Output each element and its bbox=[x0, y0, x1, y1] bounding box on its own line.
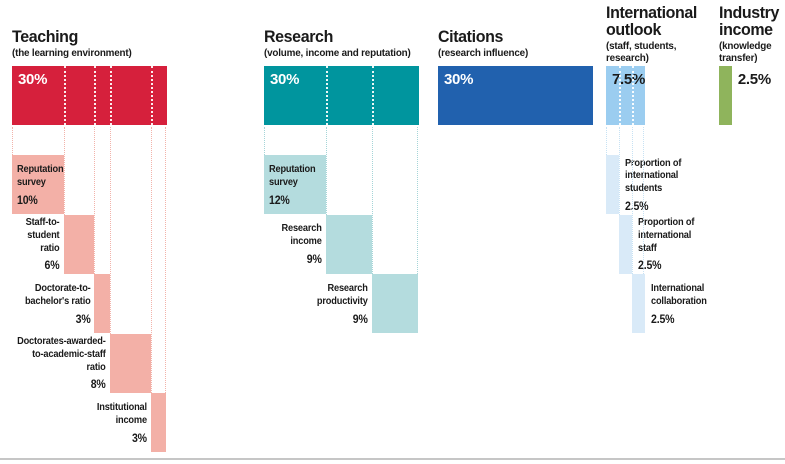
section-header-citations: Citations (research influence) bbox=[438, 28, 534, 60]
research-bar: 30% bbox=[264, 66, 419, 125]
international-outlook-sub-label: Proportion of international staff 2.5% bbox=[638, 215, 694, 275]
international-outlook-guide-line bbox=[643, 127, 645, 274]
sub-weight-label: 3% bbox=[132, 430, 148, 445]
section-title: Research bbox=[264, 27, 333, 46]
teaching-sub-label: Institutional income 3% bbox=[97, 393, 147, 453]
international-outlook-guide-line bbox=[618, 127, 620, 215]
teaching-sub-label: Doctorate-to- bachelor's ratio 3% bbox=[25, 274, 91, 334]
research-guide-line bbox=[264, 127, 265, 155]
international-outlook-guide-line bbox=[606, 127, 607, 155]
sub-label-text: Institutional income bbox=[96, 400, 148, 426]
bottom-rule bbox=[0, 458, 785, 460]
international-outlook-sub-label: International collaboration 2.5% bbox=[651, 274, 707, 334]
sub-weight-label: 9% bbox=[353, 311, 369, 326]
citations-bar: 30% bbox=[438, 66, 593, 125]
sub-weight-label: 9% bbox=[306, 252, 322, 267]
sub-label-text: Reputation survey bbox=[269, 162, 316, 188]
sub-weight-label: 2.5% bbox=[637, 258, 662, 273]
section-title: Teaching bbox=[12, 27, 78, 46]
section-header-research: Research (volume, income and reputation) bbox=[264, 28, 420, 60]
sub-weight-label: 12% bbox=[269, 192, 290, 207]
sub-weight-label: 6% bbox=[44, 258, 60, 273]
research-sub-label: Research income 9% bbox=[282, 215, 322, 275]
research-sub-label: Reputation survey 12% bbox=[269, 155, 316, 215]
teaching-sub-block bbox=[109, 333, 152, 393]
section-title: International outlook bbox=[606, 3, 698, 39]
section-subtitle: (volume, income and reputation) bbox=[264, 47, 411, 59]
international-outlook-weight-label: 7.5% bbox=[612, 71, 645, 88]
teaching-weight-label: 30% bbox=[18, 71, 48, 88]
research-weight-label: 30% bbox=[270, 71, 300, 88]
international-outlook-sub-block bbox=[631, 274, 645, 333]
international-outlook-guide-line bbox=[631, 127, 633, 274]
research-guide-line bbox=[325, 127, 327, 215]
section-header-industry-income: Industry income (knowledge transfer) bbox=[719, 4, 783, 65]
sub-label-text: Proportion of international students bbox=[624, 156, 682, 195]
sub-label-text: Research income bbox=[281, 222, 322, 248]
teaching-sub-block bbox=[63, 214, 95, 274]
section-title: Industry income bbox=[719, 3, 780, 39]
research-bar-divider bbox=[372, 66, 375, 125]
section-header-teaching: Teaching (the learning environment) bbox=[12, 28, 139, 60]
section-header-international-outlook: International outlook (staff, students, r… bbox=[606, 4, 703, 65]
international-outlook-sub-block bbox=[606, 155, 619, 214]
sub-weight-label: 2.5% bbox=[624, 198, 649, 213]
teaching-bar-divider bbox=[63, 66, 66, 125]
research-guide-line bbox=[372, 127, 374, 274]
industry-income-bar bbox=[719, 66, 732, 125]
research-bar-divider bbox=[325, 66, 328, 125]
teaching-sub-block bbox=[151, 393, 167, 452]
teaching-bar-divider bbox=[151, 66, 154, 125]
research-sub-label: Research productivity 9% bbox=[317, 274, 368, 334]
citations-weight-label: 30% bbox=[444, 71, 474, 88]
sub-weight-label: 8% bbox=[90, 377, 106, 392]
section-subtitle: (research influence) bbox=[438, 47, 529, 59]
industry-income-weight-label: 2.5% bbox=[737, 71, 771, 88]
section-subtitle: (staff, students, research) bbox=[606, 40, 677, 64]
teaching-guide-line bbox=[109, 127, 111, 334]
sub-label-text: Research productivity bbox=[317, 281, 369, 307]
sub-label-text: Staff-to- student ratio bbox=[25, 216, 60, 254]
international-outlook-bar-divider bbox=[631, 66, 634, 125]
sub-weight-label: 2.5% bbox=[650, 311, 675, 326]
sub-label-text: Proportion of international staff bbox=[637, 216, 694, 254]
teaching-sub-label: Staff-to- student ratio 6% bbox=[26, 215, 60, 275]
teaching-guide-line bbox=[151, 127, 153, 393]
sub-label-text: Reputation survey bbox=[17, 162, 64, 188]
international-outlook-bar: 7.5% bbox=[606, 66, 645, 125]
international-outlook-bar-divider bbox=[618, 66, 621, 125]
sub-weight-label: 3% bbox=[75, 311, 91, 326]
teaching-bar-divider bbox=[109, 66, 112, 125]
section-subtitle: (the learning environment) bbox=[12, 47, 132, 59]
teaching-sub-label: Reputation survey 10% bbox=[17, 155, 64, 215]
sub-label-text: Doctorate-to- bachelor's ratio bbox=[24, 281, 91, 307]
research-sub-block bbox=[372, 274, 419, 333]
teaching-guide-line bbox=[94, 127, 96, 274]
sub-label-text: Doctorates-awarded- to-academic-staff ra… bbox=[17, 335, 106, 373]
sub-weight-label: 10% bbox=[17, 192, 38, 207]
teaching-guide-line bbox=[165, 127, 166, 393]
research-sub-block bbox=[264, 155, 326, 214]
teaching-bar: 30% bbox=[12, 66, 167, 125]
teaching-guide-line bbox=[63, 127, 65, 215]
section-subtitle: (knowledge transfer) bbox=[719, 40, 772, 64]
teaching-sub-label: Doctorates-awarded- to-academic-staff ra… bbox=[17, 334, 106, 394]
teaching-bar-divider bbox=[94, 66, 97, 125]
research-sub-block bbox=[325, 214, 373, 274]
teaching-sub-block bbox=[94, 274, 110, 333]
international-outlook-sub-label: Proportion of international students 2.5% bbox=[625, 155, 681, 215]
research-guide-line bbox=[417, 127, 418, 274]
international-outlook-sub-block bbox=[618, 214, 632, 274]
teaching-sub-block bbox=[12, 155, 64, 214]
teaching-guide-line bbox=[12, 127, 13, 155]
section-title: Citations bbox=[438, 27, 503, 46]
sub-label-text: International collaboration bbox=[650, 281, 707, 307]
